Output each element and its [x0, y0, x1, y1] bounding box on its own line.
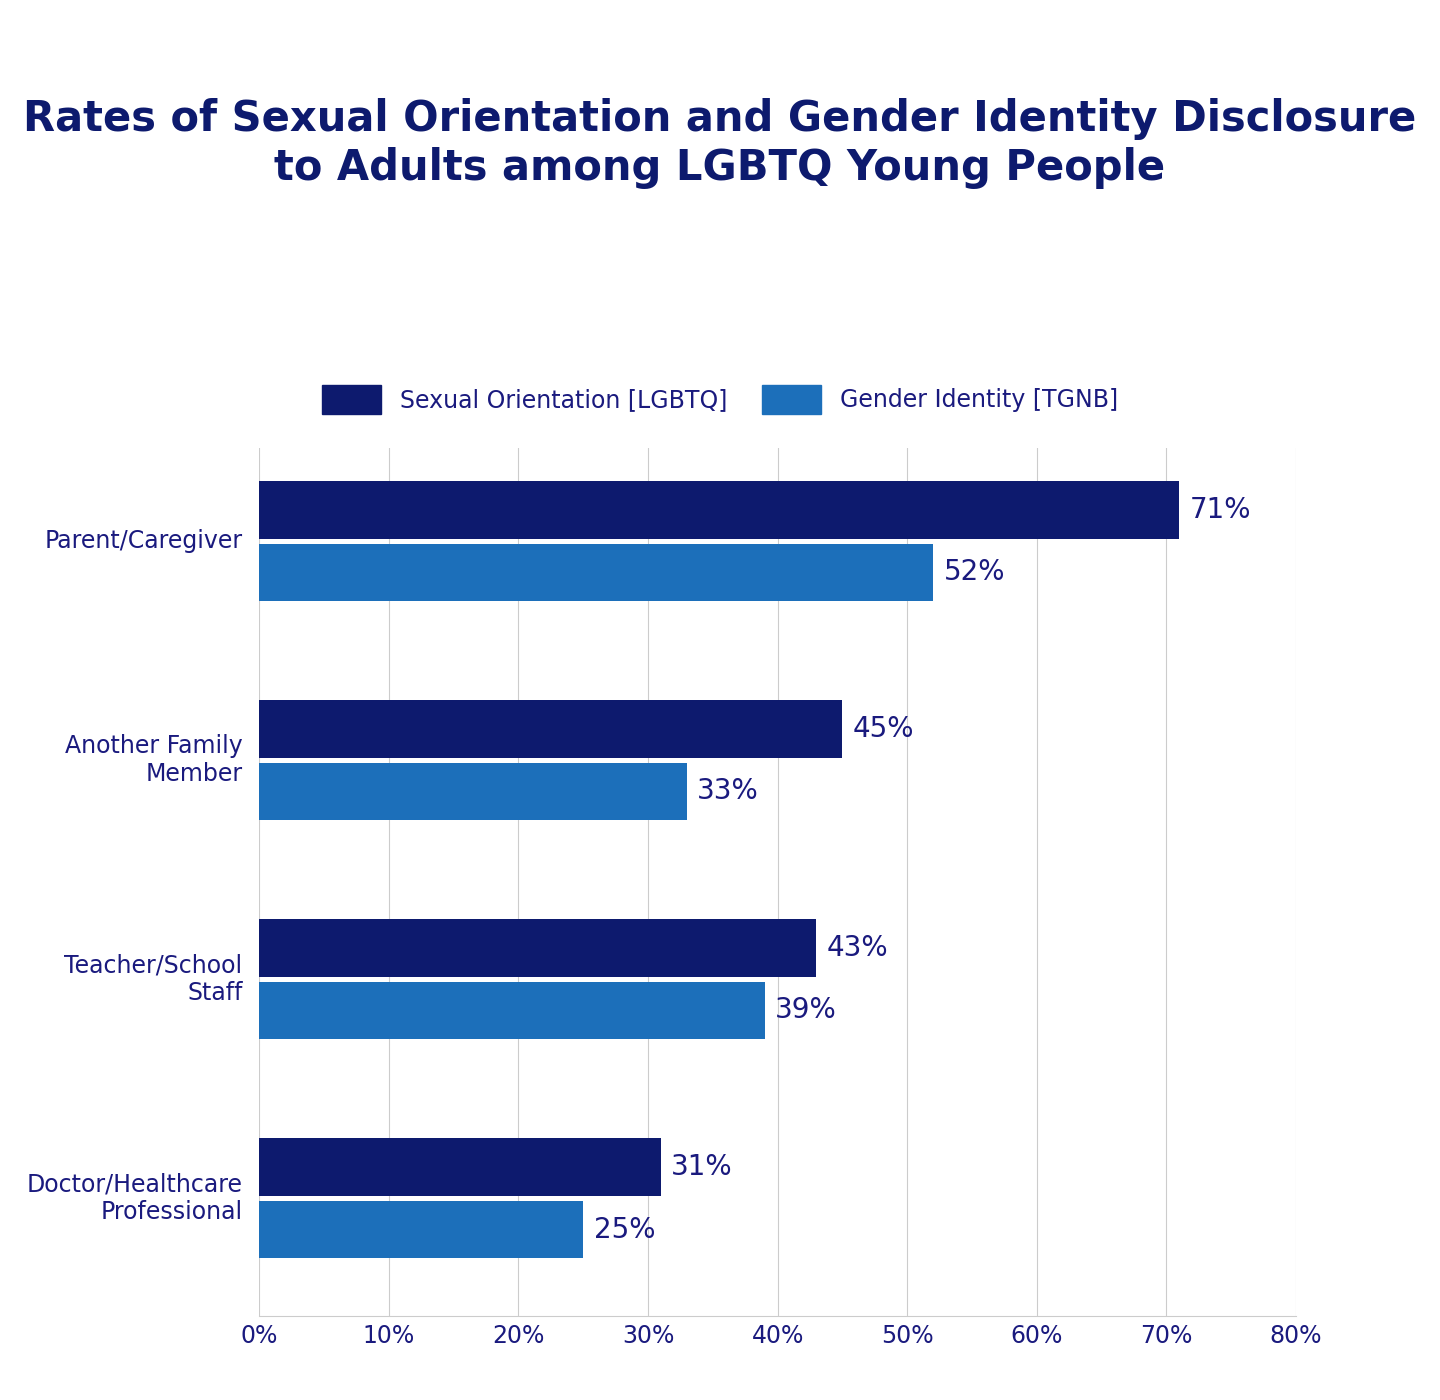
Text: 52%: 52% — [943, 559, 1005, 587]
Bar — [259, 700, 842, 757]
Bar — [259, 918, 816, 977]
Bar — [259, 1138, 661, 1196]
Text: 45%: 45% — [852, 715, 914, 743]
Text: 43%: 43% — [827, 934, 888, 962]
Bar — [259, 1201, 583, 1259]
Bar — [259, 981, 765, 1039]
Text: 33%: 33% — [697, 777, 759, 805]
Text: 39%: 39% — [775, 997, 837, 1025]
Bar — [259, 543, 933, 601]
Bar — [259, 763, 687, 820]
Text: 25%: 25% — [593, 1215, 655, 1243]
Bar — [259, 482, 1179, 539]
Text: Rates of Sexual Orientation and Gender Identity Disclosure
to Adults among LGBTQ: Rates of Sexual Orientation and Gender I… — [23, 98, 1417, 189]
Text: 31%: 31% — [671, 1154, 733, 1182]
Text: 71%: 71% — [1189, 496, 1251, 524]
Legend: Sexual Orientation [LGBTQ], Gender Identity [TGNB]: Sexual Orientation [LGBTQ], Gender Ident… — [312, 375, 1128, 424]
